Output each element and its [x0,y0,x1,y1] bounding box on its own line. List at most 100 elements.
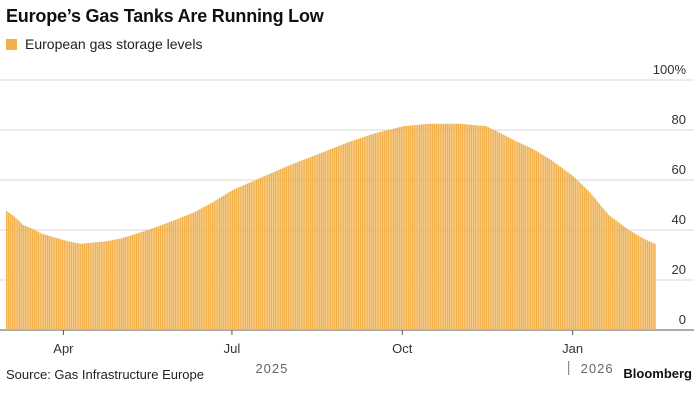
storage-bar [350,141,352,330]
storage-bar [322,152,325,330]
storage-bar [354,140,356,330]
storage-bar [224,194,227,330]
storage-bar [496,131,499,330]
storage-bar [143,231,145,330]
storage-bar [318,153,321,330]
storage-bar [583,187,586,330]
storage-bar [428,123,430,330]
storage-bar [267,174,269,330]
storage-bar [407,125,410,331]
storage-bar [278,169,280,330]
storage-bar [296,162,299,330]
storage-bar [52,236,54,330]
storage-bar [211,202,214,330]
storage-bar [48,235,51,330]
storage-bar [330,149,332,330]
storage-bar [233,189,236,330]
storage-bar [335,146,338,330]
storage-bar [589,192,591,330]
storage-bar [135,233,138,330]
storage-bar [289,165,291,330]
storage-bar [196,210,199,330]
storage-bar [472,125,475,330]
storage-bar [591,194,593,330]
y-tick-label: 40 [672,212,686,227]
storage-bar [93,242,95,330]
storage-bar [268,173,271,330]
storage-bar [613,219,615,330]
storage-bar [457,123,460,330]
storage-bar [174,220,177,330]
storage-bar [109,240,112,330]
storage-bar [280,169,282,330]
storage-bar [563,169,565,330]
legend: European gas storage levels [6,36,202,52]
storage-bar [30,228,32,330]
storage-bar [68,241,71,330]
storage-bar [587,190,589,330]
storage-bar [437,123,439,330]
storage-bar [580,183,582,330]
storage-bar [206,205,208,330]
storage-bar [543,155,545,330]
chart-title: Europe’s Gas Tanks Are Running Low [6,6,324,26]
storage-bar [96,242,99,330]
storage-bar [39,232,41,330]
storage-bar [256,179,258,330]
storage-bar [641,237,643,330]
x-tick-label: Apr [53,341,74,356]
storage-bar [372,133,375,330]
storage-bar [633,233,636,330]
storage-bar [611,217,614,330]
storage-bar [526,146,528,330]
storage-bar [406,125,408,330]
storage-bar [339,145,341,330]
storage-bar [598,203,601,330]
storage-bar [65,240,67,330]
storage-bar [56,238,58,330]
storage-bar [139,232,141,330]
storage-bar [124,237,127,330]
storage-bar [9,213,12,330]
storage-bar [148,229,151,331]
storage-bar [265,175,267,330]
storage-bar [313,155,315,330]
storage-bar [333,147,336,330]
storage-bar [470,124,473,330]
storage-bar [163,224,165,330]
storage-bar [168,222,171,330]
storage-bar [565,170,567,330]
storage-bar [644,239,647,330]
storage-bar [548,158,551,331]
storage-bar [572,176,575,330]
storage-bar [607,215,610,330]
storage-bar [593,197,595,330]
storage-bar [594,199,597,330]
storage-bar [81,243,84,330]
storage-bar [411,125,414,330]
storage-bar [380,131,382,331]
storage-bar [328,149,330,330]
storage-bar [424,124,427,330]
storage-bar [111,240,114,330]
storage-bar [248,182,251,330]
storage-bar [26,226,28,330]
storage-bar [509,138,512,330]
storage-bar [87,243,89,330]
storage-bar [213,201,215,330]
storage-bar [515,141,517,330]
storage-bar [287,165,289,330]
storage-bar [193,212,195,330]
storage-bar [70,241,73,330]
storage-bar [7,212,10,330]
storage-bar [118,238,121,330]
storage-bar [283,167,286,330]
storage-bar [237,187,239,330]
storage-bar [480,125,482,331]
storage-bar [244,184,247,331]
storage-bar [302,160,304,330]
storage-bar [59,239,62,330]
y-axis: 100% 80 60 40 20 0 [653,62,687,327]
x-tick-label: Jan [562,341,583,356]
storage-bar [67,241,69,330]
